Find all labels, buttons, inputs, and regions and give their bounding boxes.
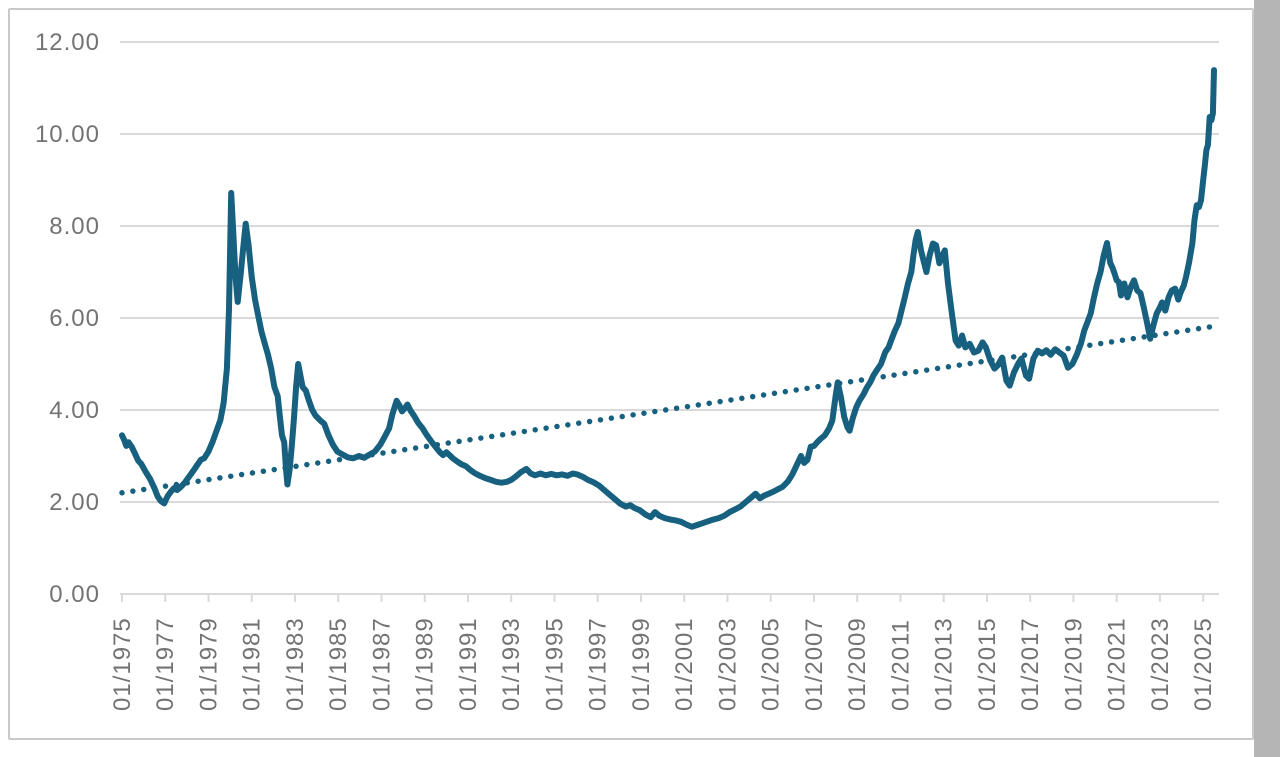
y-tick-label: 6.00 bbox=[49, 305, 100, 332]
x-tick-label: 01/2021 bbox=[1104, 617, 1131, 711]
x-tick-label: 01/1987 bbox=[368, 617, 395, 711]
x-tick-label: 01/2025 bbox=[1190, 617, 1217, 711]
data-series-line bbox=[119, 67, 1217, 530]
gridlines bbox=[120, 41, 1219, 503]
y-tick-label: 8.00 bbox=[49, 213, 100, 240]
x-tick-label: 01/2019 bbox=[1060, 617, 1087, 711]
x-tick-label: 01/1981 bbox=[239, 617, 266, 711]
x-tick-label: 01/1983 bbox=[282, 617, 309, 711]
x-tick-label: 01/2023 bbox=[1147, 617, 1174, 711]
x-axis bbox=[120, 593, 1219, 602]
x-tick-label: 01/2003 bbox=[714, 617, 741, 711]
x-tick-label: 01/1995 bbox=[541, 617, 568, 711]
x-tick-label: 01/1975 bbox=[109, 617, 136, 711]
x-tick-label: 01/1979 bbox=[195, 617, 222, 711]
x-tick-label: 01/2017 bbox=[1017, 617, 1044, 711]
y-tick-label: 4.00 bbox=[49, 397, 100, 424]
chart-frame bbox=[8, 8, 1254, 740]
x-tick-label: 01/2011 bbox=[887, 619, 914, 711]
x-tick-label: 01/1989 bbox=[412, 617, 439, 711]
x-tick-label: 01/2013 bbox=[931, 617, 958, 711]
trendline-dotted bbox=[119, 323, 1217, 496]
x-tick-label: 01/1985 bbox=[325, 617, 352, 711]
y-tick-label: 10.00 bbox=[35, 121, 100, 148]
x-tick-label: 01/1977 bbox=[152, 617, 179, 711]
x-tick-label: 01/1991 bbox=[455, 617, 482, 711]
y-tick-label: 12.00 bbox=[35, 29, 100, 56]
x-tick-label: 01/1999 bbox=[628, 617, 655, 711]
right-gutter bbox=[1254, 0, 1280, 757]
x-axis-labels: 01/1975 01/1977 01/1979 01/1981 01/1983 01/19… bbox=[109, 617, 1217, 711]
x-tick-label: 01/2007 bbox=[801, 617, 828, 711]
y-axis-labels: 0.00 2.00 4.00 6.00 8.00 10.00 12.00 bbox=[35, 29, 100, 608]
x-tick-label: 01/2015 bbox=[974, 617, 1001, 711]
y-tick-label: 0.00 bbox=[49, 581, 100, 608]
x-tick-label: 01/2009 bbox=[844, 617, 871, 711]
x-tick-label: 01/1993 bbox=[498, 617, 525, 711]
x-tick-label: 01/1997 bbox=[585, 617, 612, 711]
y-tick-label: 2.00 bbox=[49, 489, 100, 516]
x-tick-label: 01/2001 bbox=[671, 617, 698, 711]
x-tick-label: 01/2005 bbox=[758, 617, 785, 711]
